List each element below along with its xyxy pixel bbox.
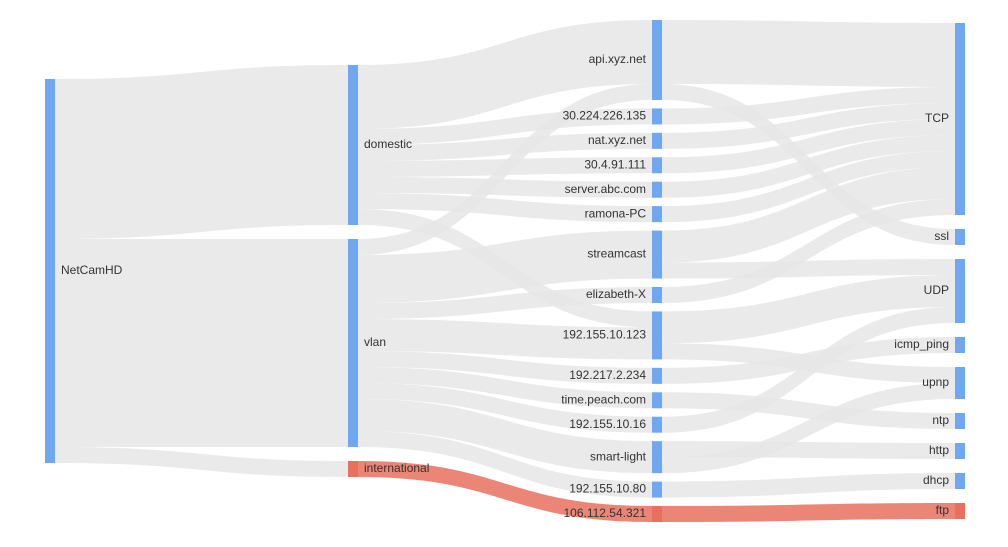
link bbox=[662, 275, 955, 344]
node-label: NetCamHD bbox=[61, 263, 123, 277]
link bbox=[55, 239, 348, 447]
node-label: dhcp bbox=[923, 473, 949, 487]
link bbox=[662, 392, 955, 429]
link bbox=[662, 135, 955, 198]
node bbox=[652, 206, 662, 223]
link bbox=[358, 287, 652, 319]
node-label: icmp_ping bbox=[894, 337, 949, 351]
node bbox=[955, 443, 965, 459]
node-label: api.xyz.net bbox=[589, 52, 647, 66]
link bbox=[358, 461, 652, 522]
node bbox=[955, 337, 965, 353]
link bbox=[358, 230, 652, 303]
link bbox=[358, 84, 652, 255]
node-label: TCP bbox=[925, 111, 949, 125]
node bbox=[652, 367, 662, 384]
node-label: upnp bbox=[922, 375, 949, 389]
link bbox=[358, 177, 652, 198]
node-label: 192.155.10.80 bbox=[569, 482, 646, 496]
node-label: streamcast bbox=[587, 247, 646, 261]
node bbox=[652, 481, 662, 498]
link bbox=[662, 259, 955, 279]
link bbox=[662, 337, 955, 384]
node-label: domestic bbox=[364, 137, 412, 151]
node bbox=[955, 367, 965, 399]
node bbox=[652, 157, 662, 174]
link bbox=[662, 87, 955, 125]
node-label: ftp bbox=[936, 503, 950, 517]
node-label: UDP bbox=[924, 283, 949, 297]
node-label: smart-light bbox=[590, 449, 647, 463]
link bbox=[358, 193, 652, 223]
node bbox=[652, 108, 662, 125]
link bbox=[662, 307, 955, 433]
node bbox=[955, 413, 965, 429]
link bbox=[358, 383, 652, 433]
node bbox=[955, 503, 965, 519]
link bbox=[55, 65, 348, 239]
node bbox=[652, 416, 662, 433]
link bbox=[55, 447, 348, 477]
link bbox=[358, 20, 652, 129]
node bbox=[652, 230, 662, 279]
node bbox=[955, 259, 965, 323]
link bbox=[662, 119, 955, 174]
node bbox=[652, 311, 662, 360]
node bbox=[652, 506, 662, 522]
node-label: ssl bbox=[934, 229, 949, 243]
node-label: nat.xyz.net bbox=[588, 133, 647, 147]
node bbox=[652, 132, 662, 149]
link bbox=[662, 473, 955, 498]
node-label: time.peach.com bbox=[561, 392, 646, 406]
node-label: elizabeth-X bbox=[586, 287, 646, 301]
link bbox=[662, 383, 955, 474]
nodes: NetCamHD domestic vlan international api.xyz… bbox=[45, 20, 965, 522]
link bbox=[358, 132, 652, 161]
node bbox=[955, 229, 965, 245]
node-label: 192.217.2.234 bbox=[569, 368, 646, 382]
link bbox=[358, 108, 652, 145]
node bbox=[955, 473, 965, 489]
link bbox=[662, 199, 955, 303]
link bbox=[662, 151, 955, 223]
node-label: ntp bbox=[932, 413, 949, 427]
links bbox=[55, 20, 955, 522]
node bbox=[652, 392, 662, 409]
node-label: 192.155.10.123 bbox=[563, 328, 647, 342]
link bbox=[358, 367, 652, 409]
node bbox=[45, 79, 55, 463]
node-label: international bbox=[364, 461, 429, 475]
node bbox=[348, 239, 358, 447]
node-label: http bbox=[929, 443, 949, 457]
link bbox=[358, 431, 652, 498]
link bbox=[358, 399, 652, 474]
node bbox=[652, 441, 662, 474]
link bbox=[662, 167, 955, 263]
link bbox=[358, 319, 652, 360]
node bbox=[348, 461, 358, 477]
link bbox=[662, 20, 955, 87]
node bbox=[652, 20, 662, 100]
node-label: vlan bbox=[364, 335, 386, 349]
node bbox=[955, 23, 965, 215]
node-label: 30.4.91.111 bbox=[584, 157, 646, 171]
node-label: server.abc.com bbox=[565, 182, 646, 196]
link bbox=[662, 503, 955, 522]
node-label: ramona-PC bbox=[585, 206, 647, 220]
node-label: 192.155.10.16 bbox=[569, 417, 646, 431]
link bbox=[662, 103, 955, 149]
node-label: 30.224.226.135 bbox=[563, 109, 647, 123]
link bbox=[358, 351, 652, 384]
node bbox=[348, 65, 358, 225]
node bbox=[652, 287, 662, 303]
node bbox=[652, 181, 662, 198]
node-label: 106.112.54.321 bbox=[563, 506, 646, 520]
